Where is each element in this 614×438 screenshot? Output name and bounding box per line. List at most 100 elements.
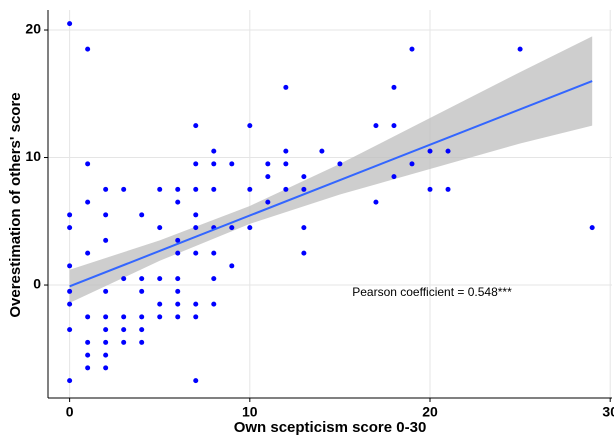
data-point — [229, 225, 235, 231]
data-point — [103, 314, 109, 320]
data-point — [193, 378, 199, 384]
data-point — [121, 339, 127, 345]
data-point — [391, 84, 397, 90]
data-point — [85, 352, 91, 358]
data-point — [139, 288, 145, 294]
data-point — [301, 174, 307, 180]
data-point — [175, 199, 181, 205]
data-point — [247, 186, 253, 192]
data-point — [319, 148, 325, 154]
data-point — [85, 161, 91, 167]
confidence-band — [69, 36, 593, 303]
data-point — [211, 161, 217, 167]
data-point — [283, 84, 289, 90]
data-point — [445, 186, 451, 192]
data-point — [67, 21, 73, 27]
data-point — [103, 212, 109, 218]
x-tick-label: 30 — [602, 404, 614, 420]
data-point — [175, 186, 181, 192]
data-point — [67, 378, 73, 384]
data-point — [85, 46, 91, 52]
data-point — [589, 225, 595, 231]
data-point — [193, 225, 199, 231]
data-point — [283, 161, 289, 167]
data-point — [139, 276, 145, 282]
data-point — [265, 199, 271, 205]
data-point — [211, 148, 217, 154]
data-point — [517, 46, 523, 52]
data-point — [193, 314, 199, 320]
data-point — [67, 263, 73, 269]
data-point — [409, 161, 415, 167]
data-point — [67, 212, 73, 218]
data-point — [301, 186, 307, 192]
data-point — [265, 161, 271, 167]
data-point — [67, 327, 73, 333]
y-tick-label: 10 — [25, 148, 41, 164]
data-point — [157, 276, 163, 282]
data-point — [139, 327, 145, 333]
data-point — [121, 276, 127, 282]
data-point — [301, 225, 307, 231]
data-point — [193, 161, 199, 167]
data-point — [373, 199, 379, 205]
data-point — [85, 250, 91, 256]
data-point — [103, 237, 109, 243]
data-point — [229, 161, 235, 167]
data-point — [85, 365, 91, 371]
data-point — [445, 148, 451, 154]
data-point — [175, 250, 181, 256]
data-point — [211, 301, 217, 307]
data-point — [427, 186, 433, 192]
data-point — [175, 314, 181, 320]
data-point — [157, 225, 163, 231]
data-point — [193, 301, 199, 307]
data-point — [103, 186, 109, 192]
data-point — [121, 314, 127, 320]
data-point — [175, 237, 181, 243]
data-point — [139, 212, 145, 218]
data-point — [85, 314, 91, 320]
data-point — [193, 123, 199, 129]
data-point — [85, 339, 91, 345]
x-tick-label: 0 — [66, 404, 74, 420]
data-point — [391, 123, 397, 129]
data-point — [247, 225, 253, 231]
y-tick-label: 0 — [33, 276, 41, 292]
data-point — [139, 314, 145, 320]
data-point — [67, 225, 73, 231]
data-point — [157, 314, 163, 320]
data-point — [103, 365, 109, 371]
data-point — [301, 250, 307, 256]
y-tick-label: 20 — [25, 21, 41, 37]
data-point — [211, 250, 217, 256]
data-point — [157, 301, 163, 307]
regression-line — [69, 80, 593, 288]
data-point — [337, 161, 343, 167]
data-point — [175, 276, 181, 282]
data-point — [175, 301, 181, 307]
x-tick-label: 10 — [242, 404, 258, 420]
data-point — [103, 352, 109, 358]
data-point — [103, 288, 109, 294]
x-axis-title: Own scepticism score 0-30 — [234, 419, 427, 436]
data-point — [247, 123, 253, 129]
data-point — [283, 148, 289, 154]
data-point — [373, 123, 379, 129]
data-point — [157, 186, 163, 192]
data-point — [103, 339, 109, 345]
data-point — [67, 288, 73, 294]
x-tick-label: 20 — [422, 404, 438, 420]
data-point — [139, 339, 145, 345]
data-point — [283, 186, 289, 192]
data-point — [193, 250, 199, 256]
annotation: Pearson coefficient = 0.548*** — [352, 285, 512, 299]
data-point — [265, 174, 271, 180]
data-point — [229, 263, 235, 269]
data-point — [193, 186, 199, 192]
data-point — [409, 46, 415, 52]
data-point — [193, 212, 199, 218]
data-point — [121, 327, 127, 333]
